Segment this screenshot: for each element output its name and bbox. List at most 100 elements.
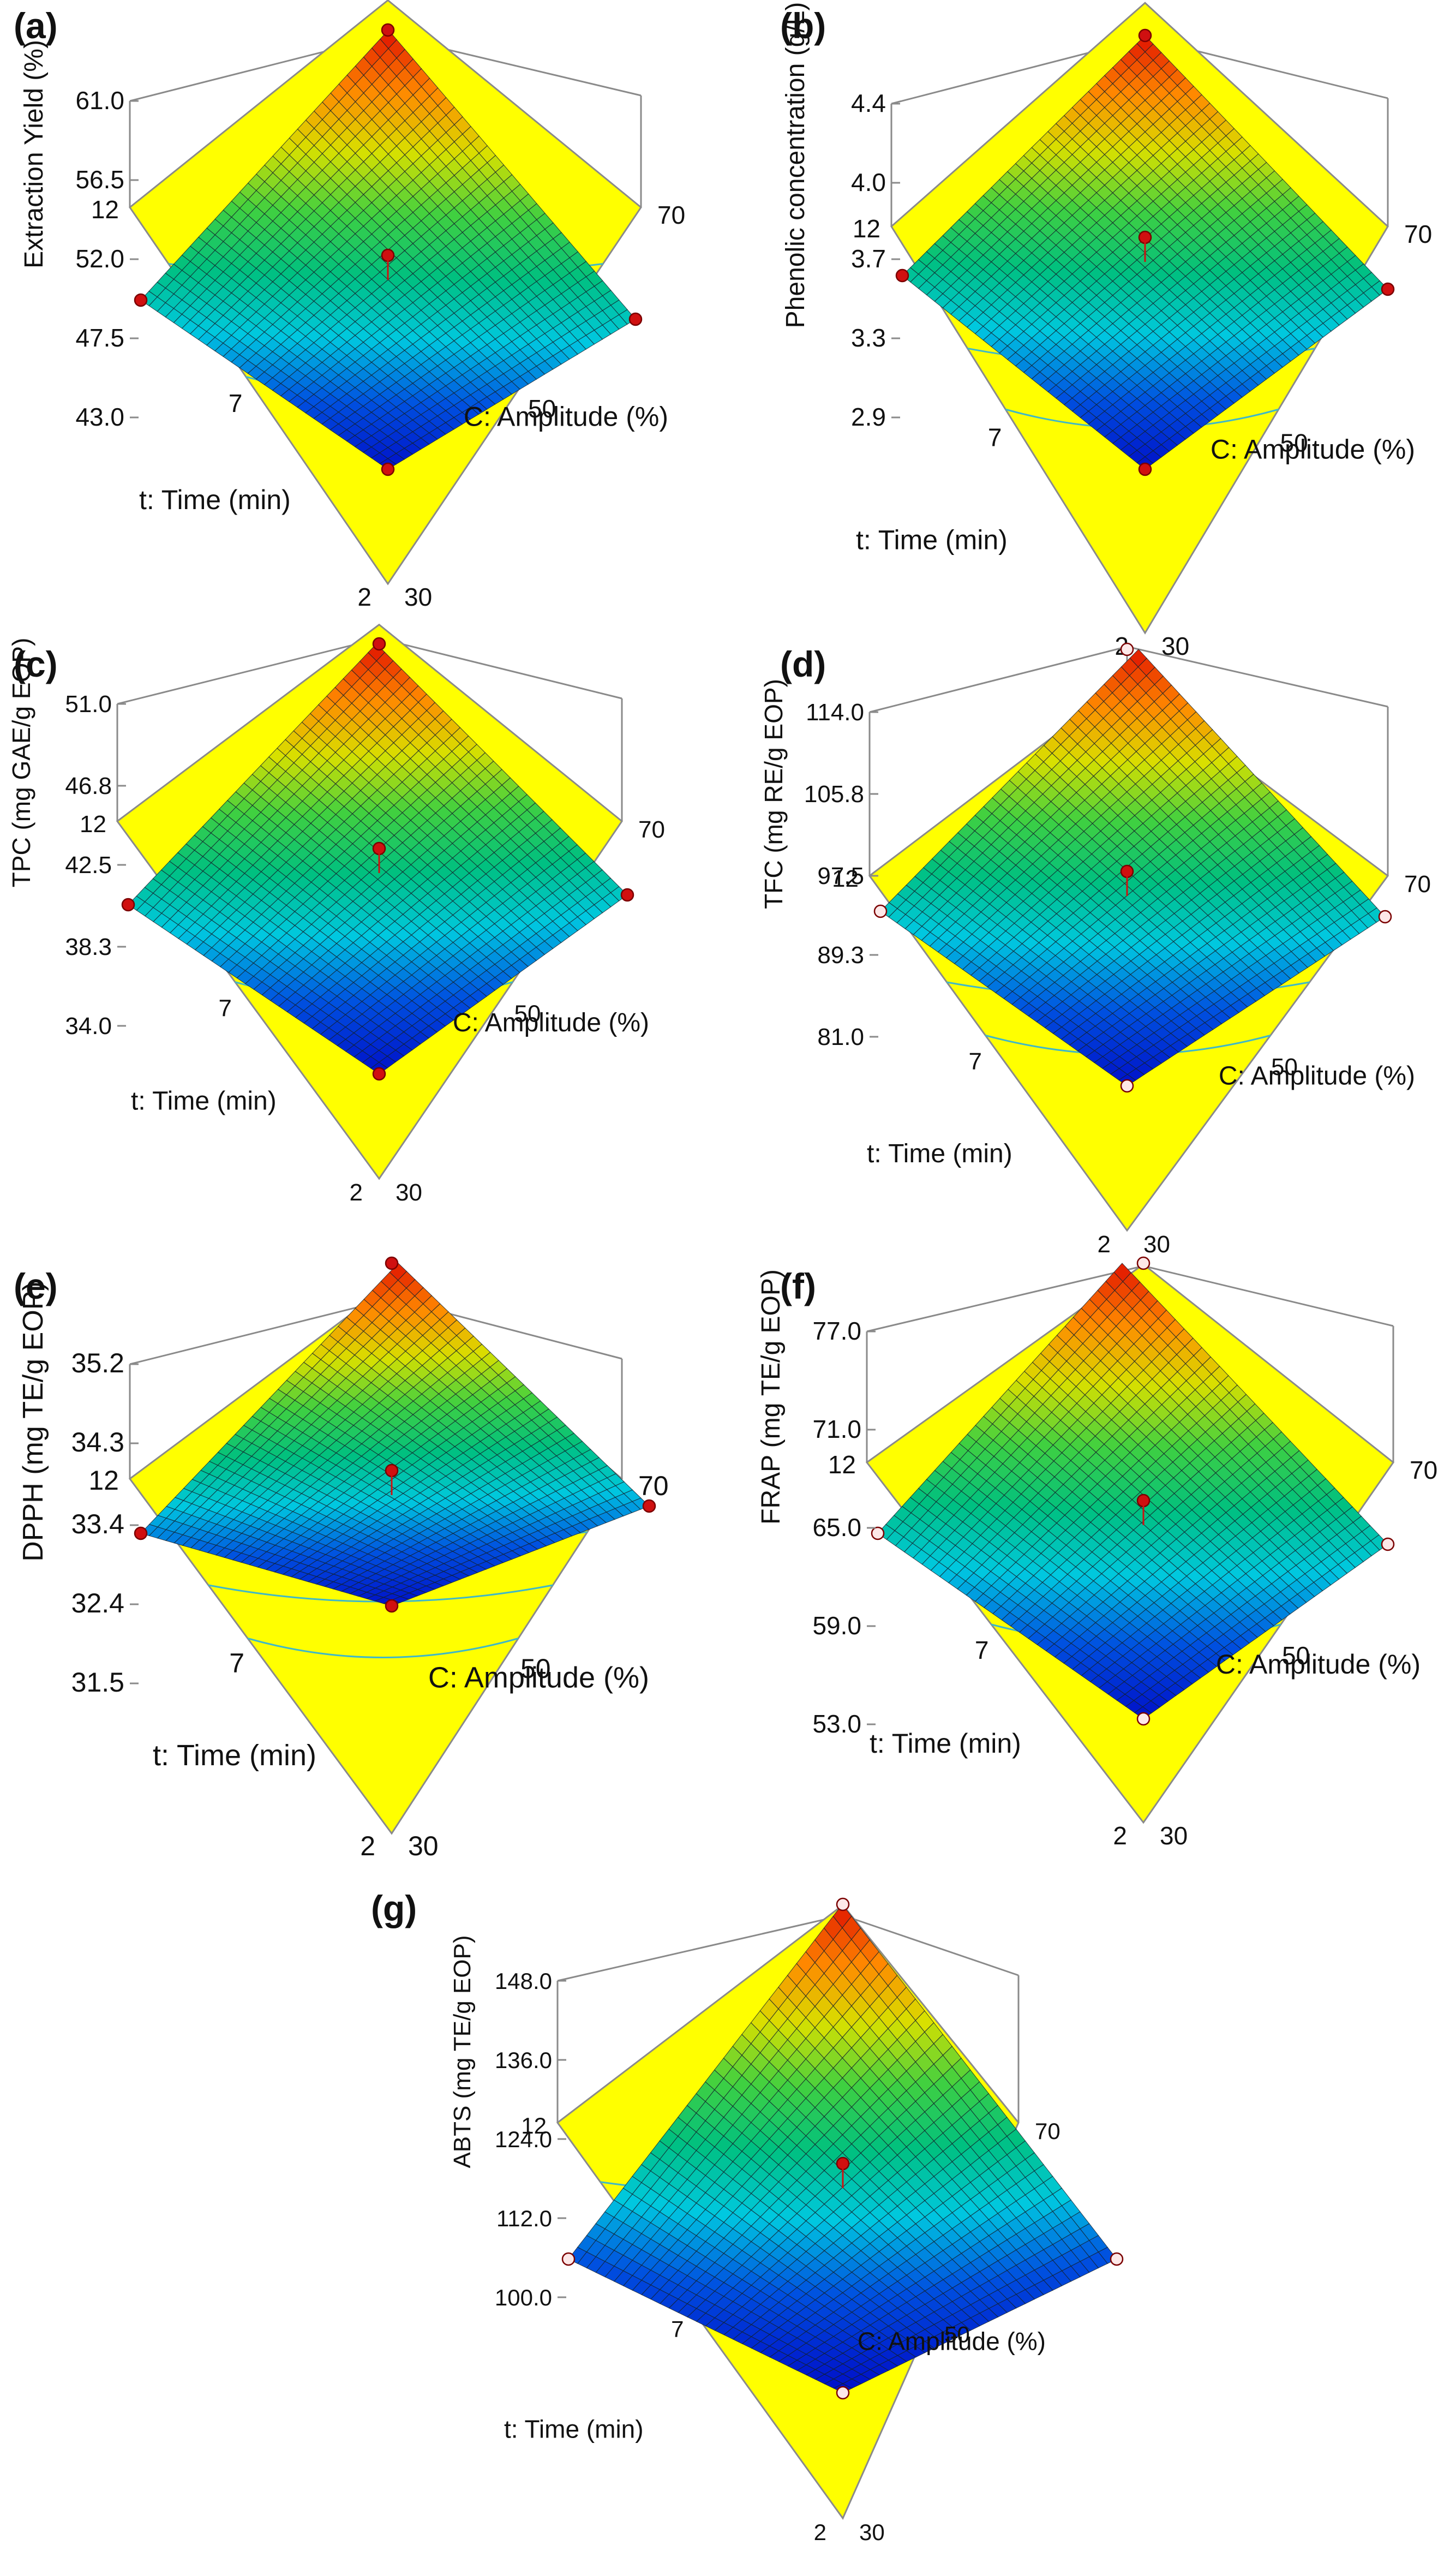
time-axis-label: t: Time (min): [139, 485, 291, 515]
amplitude-axis-label: C: Amplitude (%): [1211, 434, 1415, 464]
amplitude-tick-label: 30: [404, 583, 432, 611]
design-point-left: [895, 268, 909, 283]
design-point-left: [121, 898, 135, 912]
response-surface: [128, 643, 628, 1074]
z-axis-label: Phenolic concentration (g/L): [781, 2, 810, 328]
z-tick-label: 38.3: [65, 934, 112, 960]
time-axis-label: t: Time (min): [504, 2415, 644, 2444]
response-surface: [880, 649, 1386, 1086]
response-surface: [877, 1263, 1388, 1719]
surface-panel-7: (g) 148.0 136.0 124.0 112.0 100.0 ABTS (mg TE/…: [371, 1888, 1124, 2545]
box-edge: [379, 637, 622, 700]
surface-panel-2: (b) 4.4 4.0 3.7 3.3 2.9 Phenolic concentration…: [780, 2, 1432, 660]
box-edge: [842, 1914, 1019, 1976]
amplitude-tick-label: 70: [1035, 2118, 1060, 2144]
design-point-right: [1378, 910, 1392, 924]
z-tick-label: 3.7: [851, 244, 886, 273]
z-tick-label: 4.0: [851, 168, 886, 196]
design-point-high: [385, 1256, 399, 1270]
design-point-left: [873, 904, 888, 918]
panel-label: (d): [780, 644, 826, 684]
box-edge: [1143, 1265, 1394, 1327]
design-point-high: [1120, 642, 1134, 656]
z-axis-label: DPPH (mg TE/g EOP): [17, 1281, 49, 1561]
time-axis-label: t: Time (min): [131, 1087, 277, 1116]
z-tick-label: 3.3: [851, 324, 886, 352]
amplitude-tick-label: 50: [944, 2322, 970, 2347]
response-surface: [568, 1904, 1117, 2393]
z-tick-label: 32.4: [71, 1588, 124, 1618]
time-tick-label: 2: [1113, 1821, 1127, 1850]
z-tick-label: 114.0: [806, 699, 864, 726]
amplitude-axis-label: C: Amplitude (%): [428, 1662, 649, 1694]
time-axis-label: t: Time (min): [856, 525, 1008, 555]
response-surface: [140, 1263, 650, 1606]
surface-panel-1: (a) 61.0 56.5 52.0 47.5 43.0 Extraction Yield …: [14, 0, 685, 611]
z-tick-label: 33.4: [71, 1509, 124, 1539]
amplitude-tick-label: 30: [1160, 1821, 1188, 1850]
design-point-high: [1138, 28, 1152, 43]
time-axis-label: t: Time (min): [867, 1139, 1012, 1168]
z-tick-label: 124.0: [495, 2126, 552, 2152]
panel-label: (a): [14, 5, 58, 46]
time-tick-label: 2: [350, 1179, 363, 1206]
time-axis-label: t: Time (min): [870, 1728, 1021, 1759]
design-point-right: [628, 312, 643, 326]
z-tick-label: 43.0: [75, 403, 124, 431]
design-point-right: [642, 1499, 656, 1513]
amplitude-tick-label: 30: [408, 1831, 439, 1861]
z-tick-label: 35.2: [71, 1348, 124, 1378]
design-point-high: [836, 1897, 850, 1911]
z-axis-label: FRAP (mg TE/g EOP): [757, 1269, 786, 1525]
design-point-right: [620, 888, 634, 902]
design-point-left: [561, 2252, 576, 2266]
design-point-right: [1381, 1537, 1395, 1551]
amplitude-tick-label: 70: [638, 1471, 669, 1501]
z-tick-label: 97.5: [817, 863, 864, 889]
amplitude-tick-label: 30: [396, 1179, 422, 1206]
z-tick-label: 47.5: [75, 324, 124, 352]
time-tick-label: 2: [1098, 1231, 1111, 1258]
z-tick-label: 59.0: [812, 1611, 861, 1640]
z-tick-label: 42.5: [65, 852, 112, 879]
design-point-right: [1381, 282, 1395, 296]
z-tick-label: 71.0: [812, 1415, 861, 1443]
design-point-left: [871, 1526, 885, 1540]
design-point-low: [381, 462, 395, 476]
design-point-high: [1136, 1256, 1151, 1270]
design-point-low: [1138, 462, 1152, 476]
time-tick-label: 2: [357, 583, 372, 611]
design-point-left: [134, 293, 148, 307]
box-edge: [1127, 646, 1388, 708]
amplitude-tick-label: 70: [1410, 1456, 1437, 1484]
panel-label: (c): [14, 644, 58, 684]
z-tick-label: 105.8: [804, 781, 864, 808]
time-axis-label: t: Time (min): [153, 1739, 316, 1772]
z-tick-label: 31.5: [71, 1667, 124, 1698]
z-axis-label: TPC (mg GAE/g EOP): [7, 638, 35, 888]
box-edge: [117, 637, 380, 705]
amplitude-tick-label: 70: [1404, 220, 1432, 248]
amplitude-tick-label: 50: [520, 1653, 551, 1684]
surface-panel-5: (e) 35.2 34.3 33.4 32.4 31.5 DPPH (mg TE/g EOP…: [14, 1256, 669, 1861]
amplitude-tick-label: 50: [514, 1001, 541, 1027]
time-tick-label: 7: [975, 1636, 989, 1664]
amplitude-tick-label: 70: [638, 816, 665, 843]
response-surface: [140, 29, 636, 470]
time-tick-label: 7: [229, 1648, 244, 1678]
amplitude-tick-label: 70: [657, 201, 685, 229]
amplitude-tick-label: 30: [1143, 1231, 1170, 1258]
z-tick-label: 100.0: [495, 2285, 552, 2310]
time-tick-label: 7: [969, 1048, 982, 1075]
panel-label: (g): [371, 1888, 417, 1928]
z-tick-label: 56.5: [75, 165, 124, 194]
box-edge: [869, 646, 1128, 713]
design-point-low: [1136, 1712, 1151, 1726]
time-tick-label: 12: [80, 811, 106, 838]
amplitude-tick-label: 50: [528, 395, 556, 423]
response-surface: [902, 35, 1388, 470]
design-point-low: [836, 2386, 850, 2400]
z-tick-label: 112.0: [496, 2206, 552, 2231]
time-tick-label: 2: [360, 1831, 375, 1861]
floor-contour: [247, 1638, 519, 1658]
